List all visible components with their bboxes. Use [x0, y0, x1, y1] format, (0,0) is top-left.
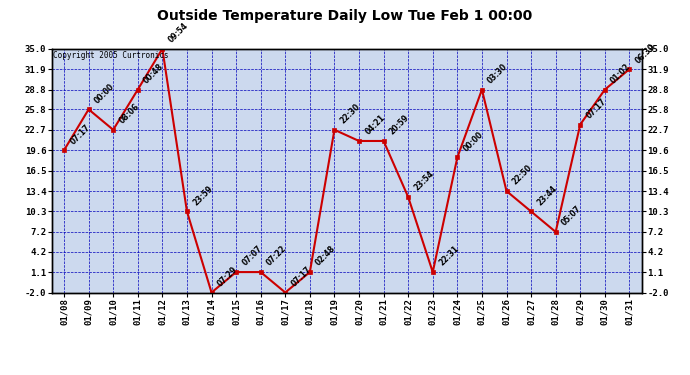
Text: 05:07: 05:07	[560, 204, 583, 228]
Text: 00:00: 00:00	[462, 130, 485, 153]
Text: 06:30: 06:30	[633, 42, 657, 65]
Text: 07:22: 07:22	[265, 244, 288, 268]
Text: 07:07: 07:07	[240, 244, 264, 268]
Text: Outside Temperature Daily Low Tue Feb 1 00:00: Outside Temperature Daily Low Tue Feb 1 …	[157, 9, 533, 23]
Text: 23:54: 23:54	[413, 170, 435, 193]
Text: 09:54: 09:54	[166, 21, 190, 45]
Text: 01:02: 01:02	[609, 62, 633, 86]
Text: 04:21: 04:21	[363, 113, 386, 137]
Text: 07:29: 07:29	[216, 265, 239, 288]
Text: 03:30: 03:30	[486, 62, 509, 86]
Text: 22:50: 22:50	[511, 164, 534, 187]
Text: 08:06: 08:06	[117, 102, 141, 126]
Text: 23:59: 23:59	[191, 184, 215, 207]
Text: 02:48: 02:48	[314, 244, 337, 268]
Text: Copyright 2005 Curtronics: Copyright 2005 Curtronics	[53, 51, 168, 60]
Text: 00:48: 00:48	[142, 62, 166, 86]
Text: 22:31: 22:31	[437, 244, 460, 268]
Text: 07:17: 07:17	[584, 97, 608, 120]
Text: 23:44: 23:44	[535, 184, 559, 207]
Text: 00:00: 00:00	[92, 82, 116, 105]
Text: 07:17: 07:17	[68, 122, 92, 146]
Text: 22:30: 22:30	[339, 102, 362, 126]
Text: 07:17: 07:17	[289, 265, 313, 288]
Text: 20:59: 20:59	[388, 114, 411, 137]
